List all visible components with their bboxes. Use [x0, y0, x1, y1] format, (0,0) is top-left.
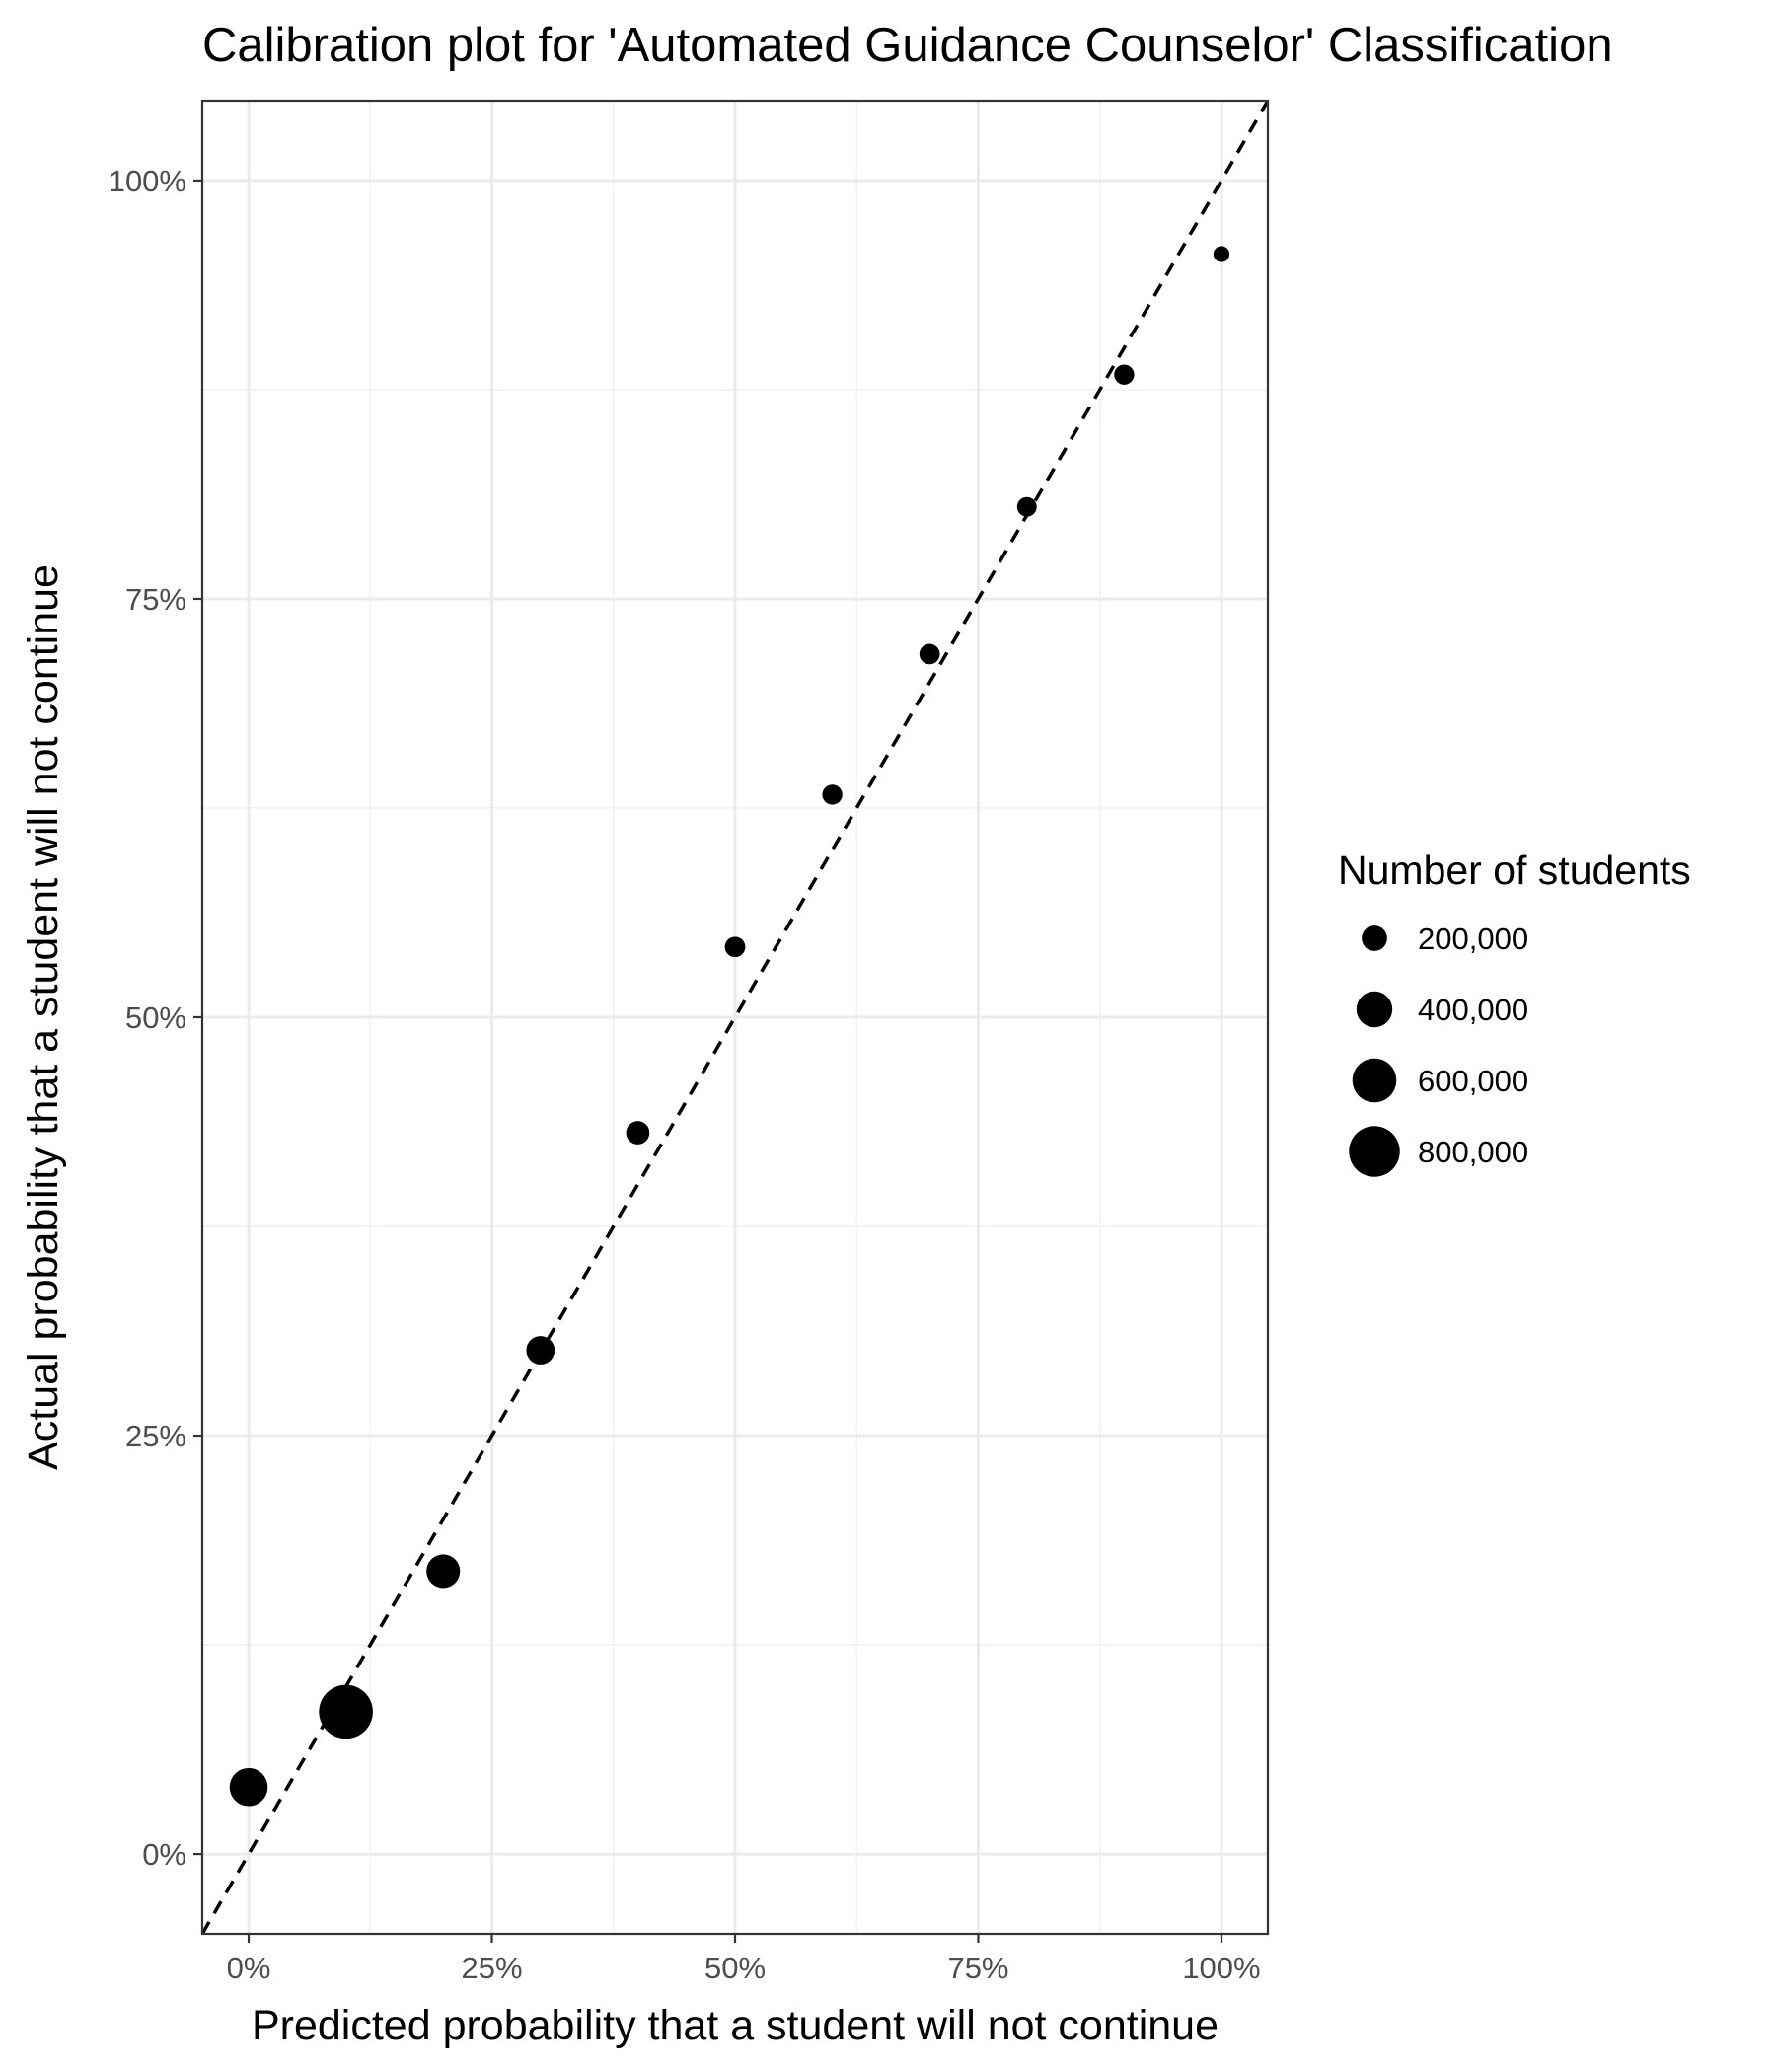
- legend-key-circle: [1362, 925, 1387, 951]
- legend-key-label: 600,000: [1418, 1064, 1528, 1098]
- x-tick-label: 0%: [227, 1951, 271, 1985]
- data-point: [1016, 496, 1037, 517]
- legend-items: 200,000 400,000 600,000 800,000: [1349, 922, 1528, 1177]
- data-point: [822, 784, 843, 805]
- y-tick-label: 25%: [125, 1419, 186, 1453]
- data-point: [319, 1684, 373, 1739]
- y-tick-label: 50%: [125, 1000, 186, 1035]
- chart-title: Calibration plot for 'Automated Guidance…: [202, 19, 1613, 72]
- data-points: [229, 246, 1230, 1807]
- y-axis-title: Actual probability that a student will n…: [20, 564, 67, 1470]
- data-point: [526, 1336, 555, 1365]
- y-tick-label: 0%: [142, 1837, 186, 1872]
- y-tick-label: 75%: [125, 582, 186, 617]
- x-axis: 0% 25% 50% 75% 100%: [227, 1934, 1261, 1985]
- x-axis-title: Predicted probability that a student wil…: [252, 2002, 1219, 2049]
- data-point: [919, 643, 940, 665]
- data-point: [724, 936, 746, 958]
- size-legend: Number of students 200,000 400,000 600,000…: [1338, 848, 1691, 1177]
- y-tick-label: 100%: [109, 164, 186, 198]
- legend-key-label: 400,000: [1418, 993, 1528, 1027]
- data-point: [229, 1767, 268, 1807]
- data-point: [1114, 364, 1135, 385]
- data-point: [626, 1121, 650, 1145]
- legend-title: Number of students: [1338, 848, 1691, 893]
- x-tick-label: 50%: [704, 1951, 766, 1985]
- data-point: [426, 1554, 461, 1589]
- x-tick-label: 75%: [947, 1951, 1008, 1985]
- legend-key-circle: [1349, 1126, 1400, 1177]
- y-axis: 0% 25% 50% 75% 100%: [109, 164, 202, 1872]
- legend-key-label: 800,000: [1418, 1135, 1528, 1169]
- data-point: [1213, 246, 1230, 262]
- x-tick-label: 100%: [1182, 1951, 1260, 1985]
- legend-key-circle: [1352, 1058, 1397, 1103]
- grid-layer: [202, 101, 1268, 1934]
- legend-key-circle: [1356, 991, 1393, 1028]
- x-tick-label: 25%: [461, 1951, 522, 1985]
- legend-key-label: 200,000: [1418, 922, 1528, 956]
